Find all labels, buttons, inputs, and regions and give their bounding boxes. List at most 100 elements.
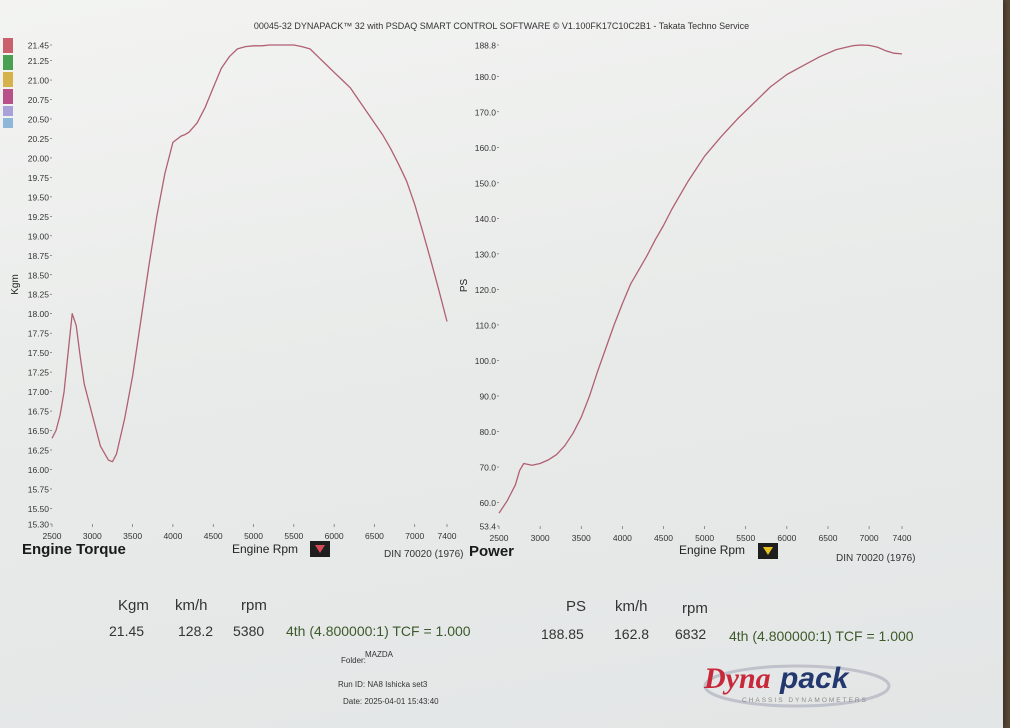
x-tick-label: 7000: [860, 533, 879, 543]
legend-swatch: [3, 55, 13, 70]
x-tick-label: 4000: [613, 533, 632, 543]
power-summary-gear: 4th (4.800000:1) TCF = 1.000: [729, 628, 914, 644]
x-tick-label: 3500: [572, 533, 591, 543]
x-tick-label: 3500: [123, 531, 142, 541]
legend-swatch: [3, 72, 13, 87]
y-tick-label: 60.0: [479, 498, 496, 508]
y-tick-label: 20.00: [28, 153, 50, 163]
x-tick-label: 4000: [163, 531, 182, 541]
x-tick-label: 6000: [777, 533, 796, 543]
y-tick-label: 16.25: [28, 446, 50, 456]
x-tick-label: 7400: [893, 533, 912, 543]
header-title: 00045-32 DYNAPACK™ 32 with PSDAQ SMART C…: [253, 21, 750, 31]
x-tick-label: 2500: [490, 533, 509, 543]
y-tick-label: 80.0: [479, 427, 496, 437]
power-summary-value-1: 188.85: [541, 626, 584, 642]
torque-din-note: DIN 70020 (1976): [384, 549, 464, 560]
dynapack-logo: Dyna pack CHASSIS DYNAMOMETERS: [702, 660, 892, 710]
torque-marker-button[interactable]: [310, 541, 330, 557]
x-tick-label: 6500: [819, 533, 838, 543]
y-tick-label: 150.0: [475, 178, 497, 188]
x-tick-label: 4500: [204, 531, 223, 541]
y-tick-label: 18.50: [28, 270, 50, 280]
y-tick-label: 17.50: [28, 348, 50, 358]
x-tick-label: 5500: [736, 533, 755, 543]
y-tick-label: 20.75: [28, 95, 50, 105]
y-tick-label: 20.25: [28, 134, 50, 144]
logo-wordmark-dyna: Dyna: [703, 662, 771, 695]
legend-swatch: [3, 106, 13, 116]
torque-summary-value-3: 5380: [233, 623, 265, 639]
y-tick-label: 20.50: [28, 114, 50, 124]
y-tick-label: 21.00: [28, 76, 50, 86]
y-tick-label: 180.0: [475, 72, 497, 82]
power-chart: 188.8 180.0 170.0 160.0 150.0 140.0 130.0 120.0…: [459, 41, 912, 544]
triangle-down-icon: [315, 545, 325, 553]
y-tick-label: 160.0: [475, 143, 497, 153]
legend-swatch: [3, 38, 13, 53]
torque-summary-value-2: 128.2: [178, 623, 214, 639]
y-axis-label: PS: [459, 279, 470, 293]
y-tick-label: 19.00: [28, 231, 50, 241]
legend-swatch: [3, 89, 13, 104]
power-din-note: DIN 70020 (1976): [836, 553, 916, 564]
y-tick-label: 18.75: [28, 251, 50, 261]
y-tick-label: 100.0: [475, 356, 497, 366]
x-tick-label: 6000: [325, 531, 344, 541]
power-summary-value-2: 162.8: [614, 626, 650, 642]
power-xlabel: Engine Rpm: [679, 543, 746, 557]
x-tick-label: 7000: [405, 531, 424, 541]
series-line: [51, 44, 448, 463]
y-tick-label: 19.25: [28, 212, 50, 222]
y-tick-label: 19.75: [28, 173, 50, 183]
torque-summary-header-1: Kgm: [118, 597, 149, 614]
y-tick-label: 130.0: [475, 249, 497, 259]
x-tick-label: 5000: [695, 533, 714, 543]
power-title: Power: [469, 543, 515, 560]
power-summary-header-1: PS: [566, 598, 587, 615]
folder-value: MAZDA: [365, 650, 393, 659]
x-tick-label: 5000: [244, 531, 263, 541]
x-tick-label: 7400: [438, 531, 457, 541]
y-tick-label: 53.4: [479, 522, 496, 532]
power-marker-button[interactable]: [758, 543, 778, 559]
run-date: Date: 2025-04-01 15:43:40: [343, 697, 439, 706]
power-summary-header-2: km/h: [615, 598, 648, 615]
torque-summary-gear: 4th (4.800000:1) TCF = 1.000: [286, 623, 471, 639]
y-tick-label: 16.75: [28, 407, 50, 417]
series-line: [498, 44, 903, 514]
y-axis-label: Kgm: [10, 274, 21, 295]
y-tick-label: 21.25: [28, 56, 50, 66]
y-tick-label: 188.8: [475, 41, 497, 51]
y-tick-label: 15.75: [28, 484, 50, 494]
power-summary-header-3: rpm: [682, 600, 708, 617]
torque-xlabel: Engine Rpm: [232, 542, 299, 556]
torque-chart: 21.45 21.25 21.00 20.75 20.50 20.25 20.00 19.75…: [10, 41, 457, 542]
x-tick-label: 3000: [531, 533, 550, 543]
torque-summary-header-2: km/h: [175, 597, 208, 614]
run-id: Run ID: NA8 Ishicka set3: [338, 680, 428, 689]
y-tick-label: 19.50: [28, 192, 50, 202]
triangle-down-icon: [763, 547, 773, 555]
x-tick-label: 2500: [43, 531, 62, 541]
torque-summary-header-3: rpm: [241, 597, 267, 614]
y-tick-label: 15.30: [28, 520, 50, 530]
y-tick-label: 16.00: [28, 465, 50, 475]
y-tick-label: 120.0: [475, 285, 497, 295]
legend-swatch: [3, 118, 13, 128]
y-tick-label: 70.0: [479, 463, 496, 473]
y-tick-label: 21.45: [28, 41, 50, 51]
y-tick-label: 15.50: [28, 504, 50, 514]
y-tick-label: 18.25: [28, 290, 50, 300]
logo-wordmark-pack: pack: [779, 662, 850, 695]
y-tick-label: 17.00: [28, 387, 50, 397]
x-tick-label: 3000: [83, 531, 102, 541]
y-tick-label: 16.50: [28, 426, 50, 436]
torque-summary-value-1: 21.45: [109, 623, 145, 639]
y-tick-label: 17.75: [28, 329, 50, 339]
folder-label: Folder:: [341, 656, 366, 665]
legend-swatches: [3, 38, 13, 130]
logo-subtitle: CHASSIS DYNAMOMETERS: [742, 697, 868, 704]
power-summary-value-3: 6832: [675, 626, 707, 642]
